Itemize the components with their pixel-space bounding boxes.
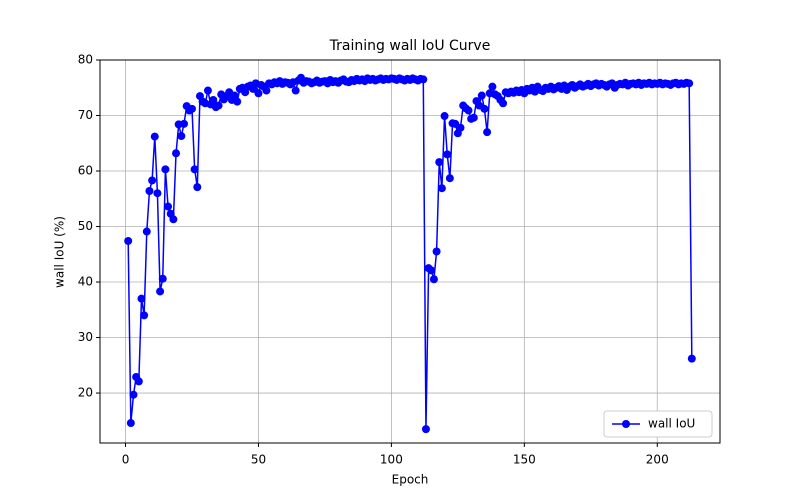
data-point: [262, 86, 271, 95]
data-point: [419, 75, 428, 84]
data-point: [142, 227, 151, 236]
data-point: [429, 275, 438, 284]
x-tick-label: 200: [646, 453, 669, 467]
chart-title: Training wall IoU Curve: [329, 38, 491, 54]
data-point: [421, 425, 430, 434]
data-point: [499, 99, 508, 108]
data-point: [488, 82, 497, 91]
legend-marker: [622, 420, 630, 428]
y-axis-label: wall IoU (%): [53, 216, 67, 288]
data-point: [124, 236, 133, 245]
y-tick-label: 20: [78, 386, 93, 400]
data-point: [233, 97, 242, 106]
data-point: [464, 106, 473, 115]
data-point: [187, 104, 196, 113]
y-tick-label: 60: [78, 164, 93, 178]
data-point: [158, 274, 167, 283]
data-point: [156, 287, 165, 296]
y-tick-label: 30: [78, 330, 93, 344]
data-point: [161, 165, 170, 174]
data-point: [440, 112, 449, 121]
y-tick-label: 80: [78, 53, 93, 67]
data-point: [203, 86, 212, 95]
data-point: [209, 95, 218, 104]
data-point: [480, 104, 489, 113]
data-point: [254, 89, 263, 98]
data-point: [129, 390, 138, 399]
data-point: [164, 202, 173, 211]
data-point: [137, 294, 146, 303]
data-point: [427, 266, 436, 275]
data-point: [456, 123, 465, 132]
x-tick-label: 50: [251, 453, 266, 467]
data-point: [169, 215, 178, 224]
data-point: [435, 158, 444, 167]
legend-box: [603, 410, 713, 438]
x-tick-label: 150: [513, 453, 536, 467]
data-point: [432, 247, 441, 256]
data-point: [483, 128, 492, 137]
data-point: [172, 149, 181, 158]
data-point: [126, 419, 135, 428]
data-point: [150, 132, 159, 141]
data-point: [469, 113, 478, 122]
data-point: [177, 132, 186, 141]
y-tick-label: 40: [78, 275, 93, 289]
data-point: [443, 150, 452, 159]
data-point: [685, 79, 694, 88]
x-tick-label: 0: [122, 453, 130, 467]
legend-label: wall IoU: [648, 417, 695, 431]
x-tick-label: 100: [380, 453, 403, 467]
data-point: [145, 186, 154, 195]
data-point: [477, 91, 486, 100]
x-axis-label: Epoch: [392, 473, 429, 487]
data-point: [148, 176, 157, 185]
plot-frame: [99, 59, 721, 444]
data-point: [687, 354, 696, 363]
data-point: [140, 311, 149, 320]
data-point: [180, 119, 189, 128]
y-tick-label: 50: [78, 219, 93, 233]
data-point: [445, 174, 454, 183]
data-point: [134, 377, 143, 386]
data-point: [193, 183, 202, 192]
data-point: [230, 91, 239, 100]
y-tick-label: 70: [78, 108, 93, 122]
data-point: [190, 165, 199, 174]
data-point: [153, 189, 162, 198]
data-point: [291, 86, 300, 95]
data-point: [437, 184, 446, 193]
data-point: [214, 101, 223, 110]
